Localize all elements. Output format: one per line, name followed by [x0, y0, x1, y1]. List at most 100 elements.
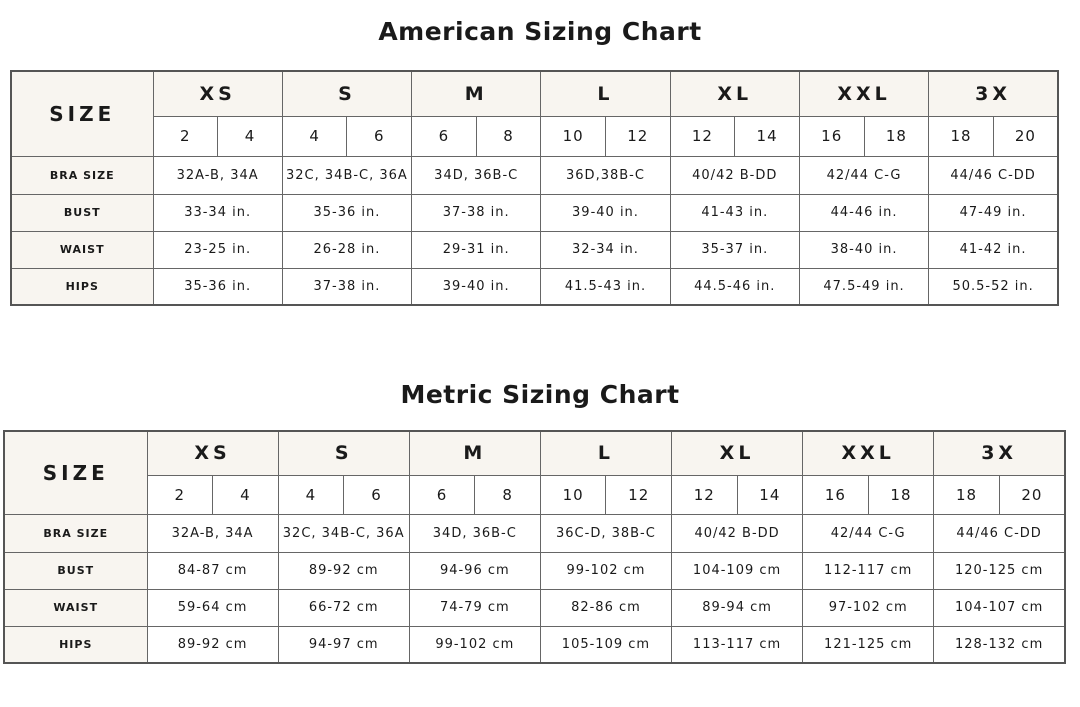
table-row: WAIST 23-25 in. 26-28 in. 29-31 in. 32-34 in… — [10, 230, 1059, 269]
table-row: HIPS 35-36 in. 37-38 in. 39-40 in. 41.5-43 i… — [10, 267, 1059, 306]
row-label: BUST — [10, 193, 154, 232]
measurement-cell: 36D,38B-C — [540, 155, 671, 195]
measurement-cell: 105-109 cm — [539, 625, 673, 664]
size-group-header: S — [277, 430, 410, 476]
measurement-cell: 128-132 cm — [933, 625, 1066, 664]
numeric-size-cell: 2 — [152, 115, 219, 157]
measurement-cell: 82-86 cm — [539, 588, 673, 627]
measurement-cell: 32C, 34B-C, 36A — [281, 155, 413, 195]
numeric-size-cell: 18 — [933, 474, 1000, 515]
size-group-header: XXL — [802, 430, 935, 476]
row-label: WAIST — [3, 588, 148, 627]
measurement-cell: 97-102 cm — [802, 588, 935, 627]
size-header-label: SIZE — [3, 430, 148, 515]
numeric-size-cell: 12 — [604, 115, 671, 157]
measurement-cell: 66-72 cm — [277, 588, 410, 627]
measurement-cell: 44/46 C-DD — [928, 155, 1059, 195]
numeric-size-cell: 18 — [867, 474, 935, 515]
measurement-cell: 42/44 C-G — [802, 513, 935, 553]
numeric-size-cell: 14 — [736, 474, 804, 515]
size-header-label: SIZE — [10, 70, 154, 157]
american-sizing-table: SIZE XS S M L XL XXL 3X 2 4 4 6 6 8 10 12 12 14 16 18 18 20 BR… — [10, 70, 1059, 306]
numeric-size-cell: 4 — [217, 115, 283, 157]
measurement-cell: 89-94 cm — [670, 588, 804, 627]
row-label: HIPS — [10, 267, 154, 306]
size-group-header: XXL — [798, 70, 930, 117]
numeric-size-cell: 16 — [802, 474, 869, 515]
measurement-cell: 36C-D, 38B-C — [539, 513, 673, 553]
metric-sizing-table: SIZE XS S M L XL XXL 3X 2 4 4 6 6 8 10 12 12 14 16 18 18 20 BR… — [3, 430, 1066, 664]
row-label: WAIST — [10, 230, 154, 269]
measurement-cell: 47-49 in. — [928, 193, 1059, 232]
measurement-cell: 34D, 36B-C — [411, 155, 542, 195]
measurement-cell: 35-36 in. — [281, 193, 413, 232]
numeric-size-cell: 6 — [411, 115, 477, 157]
numeric-size-cell: 6 — [343, 474, 410, 515]
measurement-cell: 104-107 cm — [933, 588, 1066, 627]
measurement-cell: 34D, 36B-C — [408, 513, 541, 553]
numeric-size-cell: 4 — [277, 474, 345, 515]
measurement-cell: 59-64 cm — [146, 588, 279, 627]
size-group-header: XS — [152, 70, 283, 117]
measurement-cell: 41-42 in. — [928, 230, 1059, 269]
measurement-cell: 23-25 in. — [152, 230, 283, 269]
size-group-header: XL — [670, 430, 804, 476]
size-group-header: 3X — [928, 70, 1059, 117]
numeric-size-cell: 8 — [475, 115, 542, 157]
table-row: BRA SIZE 32A-B, 34A 32C, 34B-C, 36A 34D, 36… — [3, 513, 1066, 553]
measurement-cell: 37-38 in. — [281, 267, 413, 306]
measurement-cell: 99-102 cm — [539, 551, 673, 590]
measurement-cell: 44-46 in. — [798, 193, 930, 232]
measurement-cell: 94-97 cm — [277, 625, 410, 664]
numeric-size-cell: 6 — [346, 115, 413, 157]
numeric-size-cell: 10 — [540, 115, 606, 157]
numeric-size-cell: 12 — [671, 474, 738, 515]
measurement-cell: 39-40 in. — [540, 193, 671, 232]
numeric-size-cell: 4 — [281, 115, 348, 157]
table-row: BUST 33-34 in. 35-36 in. 37-38 in. 39-40 in.… — [10, 193, 1059, 232]
measurement-cell: 37-38 in. — [411, 193, 542, 232]
numeric-size-cell: 12 — [669, 115, 736, 157]
measurement-cell: 40/42 B-DD — [669, 155, 800, 195]
size-group-header: M — [411, 70, 542, 117]
numeric-size-cell: 2 — [146, 474, 214, 515]
measurement-cell: 35-37 in. — [669, 230, 800, 269]
measurement-cell: 41.5-43 in. — [540, 267, 671, 306]
measurement-cell: 113-117 cm — [670, 625, 804, 664]
measurement-cell: 99-102 cm — [408, 625, 541, 664]
metric-chart-title: Metric Sizing Chart — [400, 380, 680, 409]
size-group-header: 3X — [933, 430, 1066, 476]
measurement-cell: 33-34 in. — [152, 193, 283, 232]
row-label: HIPS — [3, 625, 148, 664]
table-row: HIPS 89-92 cm 94-97 cm 99-102 cm 105-109 cm 1… — [3, 625, 1066, 664]
measurement-cell: 32-34 in. — [540, 230, 671, 269]
measurement-cell: 104-109 cm — [670, 551, 804, 590]
measurement-cell: 26-28 in. — [281, 230, 413, 269]
measurement-cell: 32A-B, 34A — [152, 155, 283, 195]
size-group-header: S — [281, 70, 413, 117]
measurement-cell: 50.5-52 in. — [928, 267, 1059, 306]
measurement-cell: 112-117 cm — [802, 551, 935, 590]
size-group-header: L — [539, 430, 673, 476]
measurement-cell: 84-87 cm — [146, 551, 279, 590]
measurement-cell: 44/46 C-DD — [933, 513, 1066, 553]
table-row: BRA SIZE 32A-B, 34A 32C, 34B-C, 36A 34D, 36… — [10, 155, 1059, 195]
measurement-cell: 44.5-46 in. — [669, 267, 800, 306]
size-group-header: L — [540, 70, 671, 117]
measurement-cell: 32C, 34B-C, 36A — [277, 513, 410, 553]
measurement-cell: 121-125 cm — [802, 625, 935, 664]
numeric-size-cell: 18 — [863, 115, 930, 157]
numeric-size-cell: 6 — [408, 474, 476, 515]
numeric-size-cell: 16 — [798, 115, 865, 157]
table-row: WAIST 59-64 cm 66-72 cm 74-79 cm 82-86 cm 89-… — [3, 588, 1066, 627]
measurement-cell: 35-36 in. — [152, 267, 283, 306]
measurement-cell: 42/44 C-G — [798, 155, 930, 195]
measurement-cell: 32A-B, 34A — [146, 513, 279, 553]
numeric-size-cell: 20 — [998, 474, 1066, 515]
measurement-cell: 89-92 cm — [277, 551, 410, 590]
row-label: BRA SIZE — [10, 155, 154, 195]
american-chart-title: American Sizing Chart — [378, 17, 702, 46]
measurement-cell: 29-31 in. — [411, 230, 542, 269]
size-group-header: XS — [146, 430, 279, 476]
measurement-cell: 74-79 cm — [408, 588, 541, 627]
